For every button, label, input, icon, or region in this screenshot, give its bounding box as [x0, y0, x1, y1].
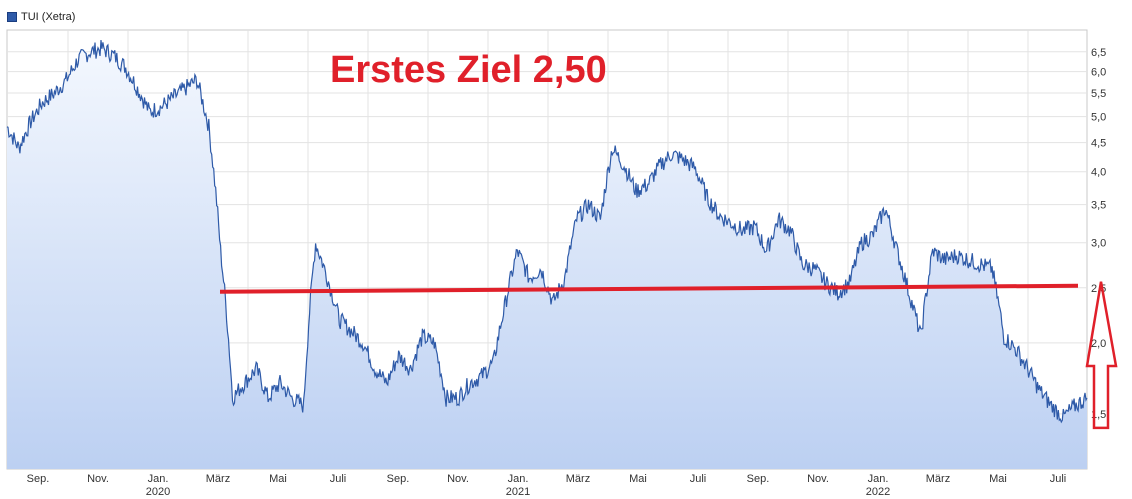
x-tick-label: Jan.: [508, 473, 529, 485]
x-tick-label: Juli: [1050, 473, 1067, 485]
y-tick-label: 2,0: [1091, 338, 1106, 350]
x-tick-label: Nov.: [447, 473, 469, 485]
x-tick-label: Sep.: [387, 473, 410, 485]
price-area: [7, 40, 1087, 469]
x-tick-label: März: [926, 473, 950, 485]
target-line: [219, 283, 1079, 294]
annotation-text: Erstes Ziel 2,50: [330, 49, 607, 91]
y-tick-label: 3,0: [1091, 238, 1106, 250]
x-tick-label: März: [206, 473, 230, 485]
x-tick-label: Sep.: [27, 473, 50, 485]
legend-swatch: [7, 12, 17, 22]
x-tick-label: Sep.: [747, 473, 770, 485]
x-year-label: 2021: [506, 486, 530, 498]
x-tick-label: Juli: [690, 473, 707, 485]
y-tick-label: 6,5: [1091, 47, 1106, 59]
x-tick-label: Mai: [629, 473, 647, 485]
x-tick-label: Mai: [269, 473, 287, 485]
annotations: Erstes Ziel 2,50: [219, 49, 1118, 430]
price-line: [6, 39, 1088, 424]
x-tick-label: Mai: [989, 473, 1007, 485]
chart-legend: TUI (Xetra): [7, 11, 75, 23]
x-tick-label: Jan.: [868, 473, 889, 485]
y-tick-label: 6,0: [1091, 67, 1106, 79]
y-tick-label: 5,5: [1091, 88, 1106, 100]
x-year-label: 2022: [866, 486, 890, 498]
y-tick-label: 5,0: [1091, 112, 1106, 124]
x-tick-label: Jan.: [148, 473, 169, 485]
up-arrow: [1085, 281, 1118, 430]
x-tick-label: Nov.: [807, 473, 829, 485]
x-tick-label: März: [566, 473, 590, 485]
legend-label: TUI (Xetra): [21, 11, 76, 23]
x-tick-label: Juli: [330, 473, 347, 485]
y-tick-label: 4,5: [1091, 138, 1106, 150]
x-tick-label: Nov.: [87, 473, 109, 485]
y-tick-label: 3,5: [1091, 200, 1106, 212]
y-tick-label: 4,0: [1091, 167, 1106, 179]
x-year-label: 2020: [146, 486, 170, 498]
